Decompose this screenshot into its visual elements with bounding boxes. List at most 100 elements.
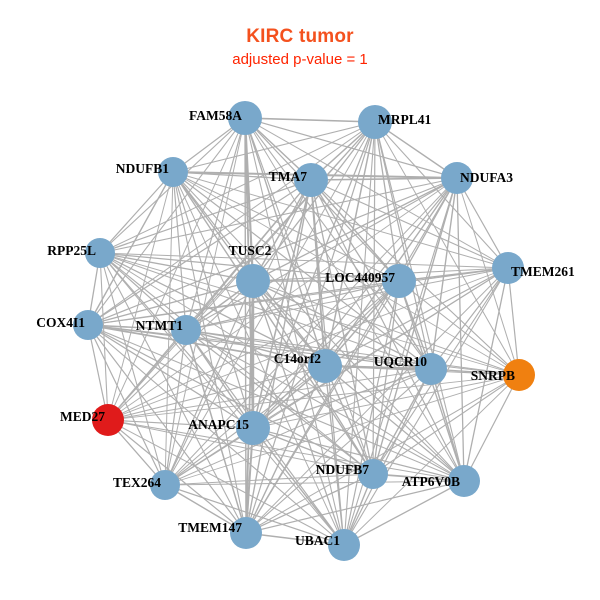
graph-edge (185, 329, 247, 534)
graph-node-snrpb[interactable] (503, 359, 535, 391)
graph-edge (244, 117, 345, 546)
graph-node-ubac1[interactable] (328, 529, 360, 561)
graph-edge (87, 177, 458, 326)
graph-edge (107, 419, 374, 475)
graph-edge (507, 267, 520, 376)
graph-edge (430, 177, 458, 370)
graph-edge (185, 117, 246, 331)
graph-edge (245, 267, 509, 534)
graph-edge (87, 324, 254, 429)
graph-node-label-tusc2: TUSC2 (229, 243, 272, 258)
graph-node-label-ndufb7: NDUFB7 (316, 462, 369, 477)
graph-edge (244, 117, 376, 123)
graph-edge (87, 324, 187, 331)
graph-node-tex264[interactable] (150, 470, 180, 500)
graph-edge (107, 419, 465, 482)
graph-edge (164, 177, 458, 486)
graph-node-ndufb1[interactable] (158, 157, 188, 187)
graph-edge (164, 473, 374, 486)
graph-node-label-c14orf2: C14orf2 (274, 351, 321, 366)
graph-node-c14orf2[interactable] (308, 349, 342, 383)
graph-edge (244, 117, 432, 370)
graph-node-tmem147[interactable] (230, 517, 262, 549)
graph-edge (430, 267, 509, 370)
graph-node-tmem261[interactable] (492, 252, 524, 284)
graph-edge (343, 480, 465, 546)
graph-node-med27[interactable] (92, 404, 124, 436)
graph-edge (310, 179, 509, 269)
graph-edge (245, 368, 432, 534)
node-labels-layer: FAM58A MRPL41 NDUFB1 TMA7 NDUFA3 RPP25L TUSC2 L… (36, 108, 575, 548)
graph-node-ndufb7[interactable] (358, 459, 388, 489)
graph-edge (343, 267, 509, 546)
graph-edge (107, 365, 326, 421)
graph-edge (343, 374, 520, 546)
graph-edge (87, 121, 376, 326)
graph-edge (87, 324, 247, 534)
graph-edge (99, 179, 312, 254)
graph-edge (252, 374, 520, 429)
graph-edge (107, 280, 400, 421)
graph-node-atp6v0b[interactable] (448, 465, 480, 497)
graph-edge (172, 171, 254, 282)
graph-node-rpp25l[interactable] (85, 238, 115, 268)
graph-edge (107, 374, 520, 421)
graph-edge (164, 480, 465, 486)
graph-node-tma7[interactable] (294, 163, 328, 197)
graph-edge (324, 365, 465, 482)
graph-node-label-rpp25l: RPP25L (47, 243, 96, 258)
graph-edge (185, 267, 509, 331)
graph-node-label-tmem261: TMEM261 (511, 264, 575, 279)
graph-edge (343, 280, 400, 546)
graph-edge (310, 179, 400, 282)
graph-node-anapc15[interactable] (236, 411, 270, 445)
graph-node-label-anapc15: ANAPC15 (188, 417, 249, 432)
graph-edge (372, 280, 400, 475)
graph-edge (252, 177, 458, 429)
graph-edge (99, 252, 166, 486)
graph-edge (252, 179, 312, 429)
graph-edge (164, 280, 400, 486)
graph-edge (252, 427, 465, 482)
graph-edge (164, 329, 187, 486)
graph-edge (99, 252, 187, 331)
graph-edge (430, 368, 465, 482)
graph-edge (99, 252, 432, 370)
graph-node-cox4i1[interactable] (73, 310, 103, 340)
graph-edge (252, 280, 326, 367)
graph-node-fam58a[interactable] (228, 101, 262, 135)
graph-node-label-tex264: TEX264 (113, 475, 161, 490)
graph-edge (185, 329, 432, 370)
graph-edge (107, 267, 509, 421)
graph-node-mrpl41[interactable] (358, 105, 392, 139)
graph-node-label-ndufa3: NDUFA3 (460, 170, 513, 185)
graph-edge (456, 177, 520, 376)
graph-node-uqcr10[interactable] (415, 353, 447, 385)
graph-edge (252, 427, 345, 546)
graph-edge (164, 427, 254, 486)
graph-node-label-mrpl41: MRPL41 (378, 112, 431, 127)
graph-edge (164, 368, 432, 486)
graph-edge (164, 484, 345, 546)
graph-node-label-atp6v0b: ATP6V0B (402, 474, 460, 489)
graph-node-ntmt1[interactable] (171, 315, 201, 345)
graph-node-label-snrpb: SNRPB (471, 368, 515, 383)
graph-edge (245, 473, 374, 534)
graph-node-label-cox4i1: COX4I1 (36, 315, 85, 330)
graph-edge (343, 368, 432, 546)
graph-edge (252, 179, 312, 282)
graph-edge (172, 171, 254, 429)
graph-node-ndufa3[interactable] (441, 162, 473, 194)
graph-node-loc440957[interactable] (382, 264, 416, 298)
graph-edge (245, 121, 376, 534)
graph-node-label-ndufb1: NDUFB1 (116, 161, 169, 176)
graph-edge (99, 252, 326, 367)
graph-edge (372, 368, 432, 475)
graph-edge (164, 374, 520, 486)
graph-edge (87, 324, 345, 546)
graph-edge (99, 252, 374, 475)
graph-node-label-tmem147: TMEM147 (178, 520, 242, 535)
graph-edge (310, 177, 458, 181)
graph-node-tusc2[interactable] (236, 264, 270, 298)
